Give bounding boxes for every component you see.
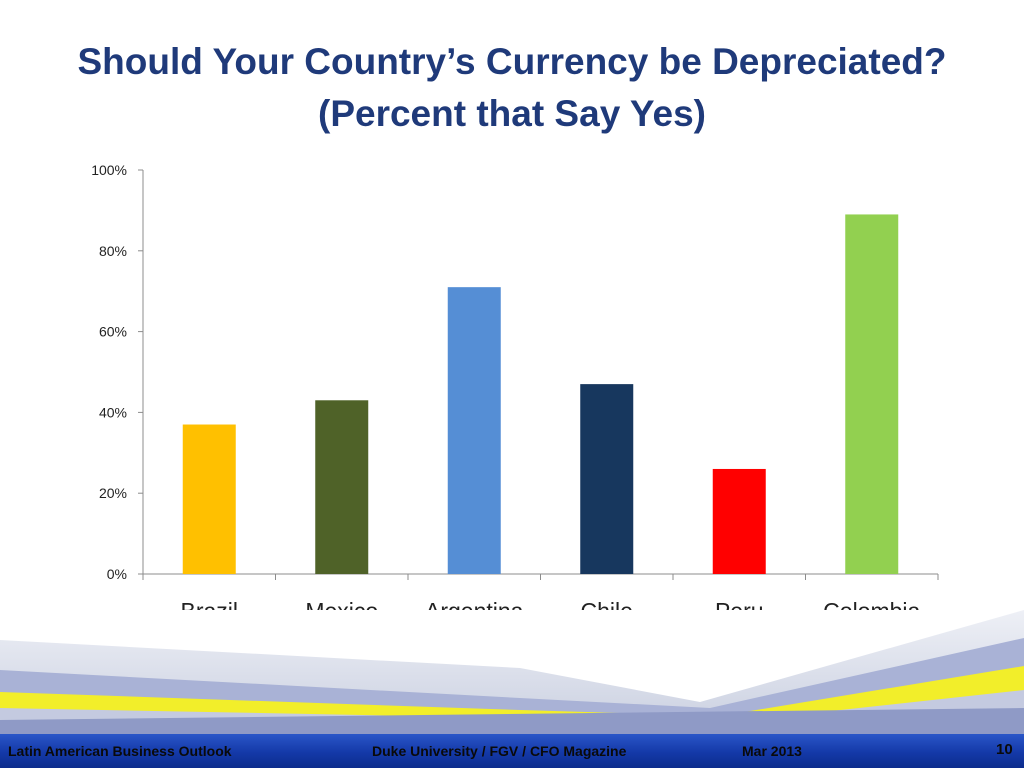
y-tick-label: 80%	[99, 243, 127, 259]
bar-argentina	[447, 287, 501, 574]
bar-chile	[580, 384, 634, 574]
y-tick-label: 20%	[99, 485, 127, 501]
y-tick-label: 60%	[99, 324, 127, 340]
bar-colombia	[845, 214, 899, 574]
footer-wave-graphic	[0, 610, 1024, 734]
title-line-2: (Percent that Say Yes)	[318, 93, 706, 134]
page-number: 10	[996, 741, 1013, 758]
y-tick-label: 40%	[99, 404, 127, 420]
bar-peru	[712, 468, 766, 574]
y-tick-label: 0%	[107, 566, 127, 582]
y-tick-label: 100%	[91, 162, 127, 178]
bar-brazil	[182, 424, 236, 574]
title-line-1: Should Your Country’s Currency be Deprec…	[77, 41, 947, 82]
footer-left-text: Latin American Business Outlook	[8, 743, 232, 759]
footer-center-text: Duke University / FGV / CFO Magazine	[372, 743, 627, 759]
slide-title: Should Your Country’s Currency be Deprec…	[0, 36, 1024, 140]
footer-bar	[0, 734, 1024, 768]
footer-date: Mar 2013	[742, 743, 802, 759]
bar-chart: 0%20%40%60%80%100%BrazilMexicoArgentinaC…	[91, 162, 939, 624]
bar-mexico	[315, 400, 369, 574]
